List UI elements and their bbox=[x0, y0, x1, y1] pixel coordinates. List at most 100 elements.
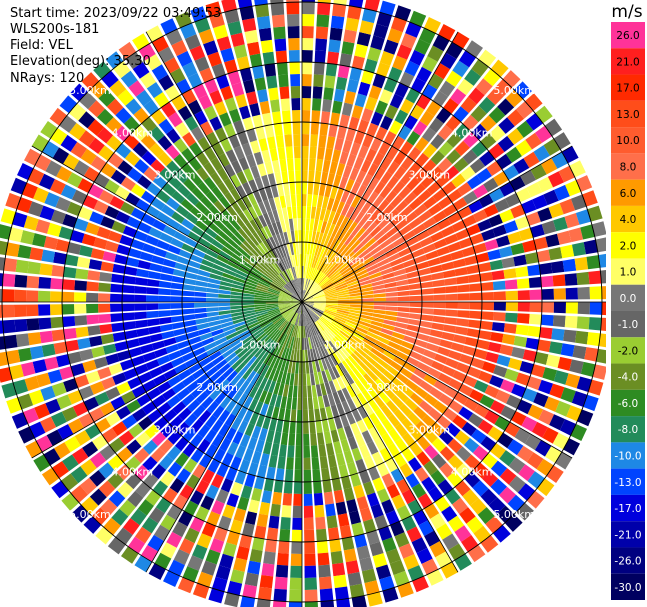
gate-cell bbox=[213, 375, 226, 387]
gate-cell bbox=[250, 372, 260, 386]
gate-cell bbox=[303, 409, 309, 422]
gate-cell bbox=[589, 286, 602, 300]
gate-cell bbox=[299, 278, 302, 291]
gate-cell bbox=[517, 445, 534, 463]
gate-cell bbox=[406, 356, 420, 367]
gate-cell bbox=[255, 311, 268, 317]
gate-cell bbox=[153, 416, 169, 431]
gate-cell bbox=[430, 360, 445, 372]
gate-cell bbox=[363, 455, 376, 470]
gate-cell bbox=[359, 444, 371, 459]
gate-cell bbox=[331, 273, 342, 283]
gate-cell bbox=[368, 466, 381, 481]
gate-cell bbox=[246, 128, 257, 143]
gate-cell bbox=[137, 221, 152, 234]
gate-cell bbox=[308, 409, 315, 422]
gate-cell bbox=[97, 366, 112, 380]
gate-cell bbox=[199, 264, 213, 273]
gate-cell bbox=[586, 332, 601, 347]
gate-cell bbox=[355, 379, 366, 392]
gate-cell bbox=[313, 62, 325, 75]
gate-cell bbox=[219, 112, 232, 127]
gate-cell bbox=[424, 17, 441, 34]
gate-cell bbox=[304, 337, 307, 350]
gate-cell bbox=[437, 196, 452, 210]
gate-cell bbox=[247, 560, 261, 575]
gate-cell bbox=[182, 303, 195, 309]
gate-cell bbox=[516, 502, 534, 521]
gate-cell bbox=[477, 219, 492, 232]
gate-cell bbox=[569, 359, 584, 374]
gate-cell bbox=[452, 497, 469, 515]
range-ring-label: 4.00km bbox=[112, 126, 154, 139]
gate-cell bbox=[270, 184, 279, 198]
gate-cell bbox=[53, 341, 68, 355]
gate-cell bbox=[89, 470, 106, 487]
gate-cell bbox=[342, 326, 354, 335]
gate-cell bbox=[554, 184, 570, 201]
gate-cell bbox=[239, 67, 253, 82]
gate-cell bbox=[255, 309, 268, 315]
gate-cell bbox=[253, 360, 263, 373]
gate-cell bbox=[134, 526, 152, 544]
gate-cell bbox=[339, 151, 349, 165]
gate-cell bbox=[74, 304, 87, 314]
gate-cell bbox=[26, 290, 39, 302]
gate-cell bbox=[268, 380, 276, 394]
gate-cell bbox=[226, 370, 238, 383]
gate-cell bbox=[254, 375, 264, 388]
gate-cell bbox=[311, 309, 321, 318]
gate-cell bbox=[72, 504, 90, 523]
gate-cell bbox=[255, 439, 265, 453]
gate-cell bbox=[310, 349, 315, 362]
gate-cell bbox=[381, 473, 395, 488]
gate-cell bbox=[370, 137, 383, 152]
gate-cell bbox=[360, 341, 373, 351]
gate-cell bbox=[138, 371, 153, 384]
gate-cell bbox=[182, 566, 199, 583]
gate-cell bbox=[587, 205, 603, 222]
gate-cell bbox=[330, 186, 338, 199]
gate-cell bbox=[547, 171, 564, 188]
gate-cell bbox=[253, 330, 265, 340]
gate-cell bbox=[294, 469, 302, 482]
gate-cell bbox=[125, 192, 140, 206]
gate-cell bbox=[249, 342, 260, 353]
gate-cell bbox=[316, 244, 323, 257]
gate-cell bbox=[456, 446, 472, 462]
gate-cell bbox=[369, 541, 384, 557]
gate-cell bbox=[151, 340, 165, 351]
gate-cell bbox=[437, 479, 453, 495]
gate-cell bbox=[337, 348, 348, 360]
gate-cell bbox=[596, 348, 606, 364]
gate-cell bbox=[180, 23, 197, 39]
gate-cell bbox=[294, 337, 299, 350]
gate-cell bbox=[268, 454, 278, 468]
colorbar-tick-label: 1.0 bbox=[620, 267, 637, 279]
gate-cell bbox=[190, 418, 204, 433]
gate-cell bbox=[277, 274, 287, 285]
gate-cell bbox=[256, 244, 267, 256]
gate-cell bbox=[380, 354, 393, 365]
gate-cell bbox=[349, 289, 362, 294]
gate-cell bbox=[273, 431, 282, 445]
gate-cell bbox=[261, 274, 273, 283]
gate-cell bbox=[308, 158, 316, 171]
gate-cell bbox=[218, 363, 231, 375]
gate-cell bbox=[373, 309, 386, 315]
gate-cell bbox=[67, 242, 82, 255]
gate-cell bbox=[469, 158, 486, 174]
gate-cell bbox=[142, 456, 158, 472]
gate-cell bbox=[123, 321, 137, 331]
elevation-label: Elevation(deg): 35.30 bbox=[10, 54, 151, 69]
gate-cell bbox=[38, 290, 51, 302]
gate-cell bbox=[304, 541, 316, 554]
gate-cell bbox=[295, 170, 301, 183]
gate-cell bbox=[358, 249, 370, 260]
gate-cell bbox=[359, 20, 374, 35]
gate-cell bbox=[174, 334, 188, 343]
gate-cell bbox=[197, 424, 211, 438]
gate-cell bbox=[263, 352, 272, 365]
gate-cell bbox=[314, 408, 321, 422]
gate-cell bbox=[219, 437, 232, 452]
